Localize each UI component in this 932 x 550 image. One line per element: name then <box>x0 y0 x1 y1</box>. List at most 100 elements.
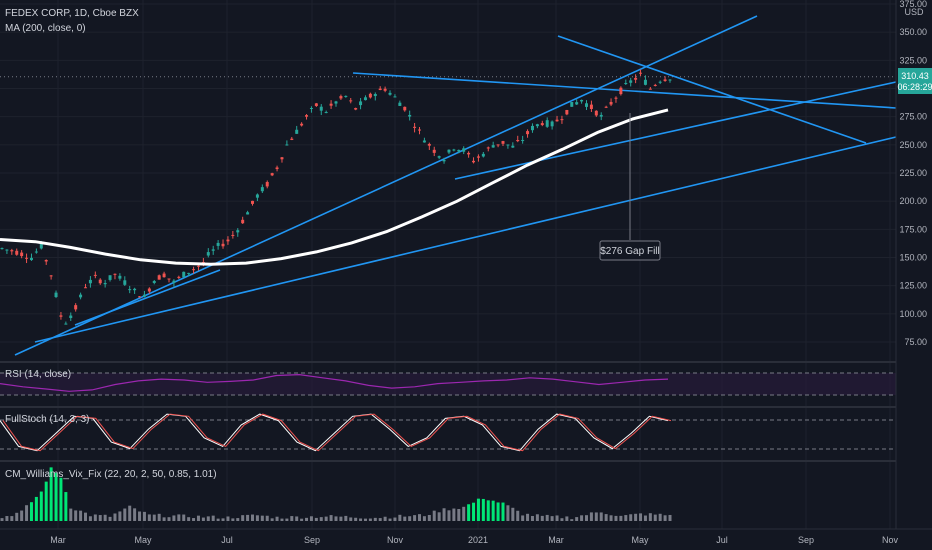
vix-bar <box>231 518 235 521</box>
vix-bar <box>476 498 480 521</box>
candle-body <box>29 257 33 261</box>
time-scale[interactable] <box>0 529 932 550</box>
candle-body <box>74 305 78 310</box>
candle-body <box>614 97 618 99</box>
time-label: Jul <box>221 535 233 545</box>
vix-bar <box>462 506 466 521</box>
candle-body <box>319 106 323 111</box>
candle-body <box>93 274 97 276</box>
candle-body <box>506 144 510 146</box>
rsi-title[interactable]: RSI (14, close) <box>5 369 72 380</box>
vix-bar <box>491 500 495 521</box>
candle-body <box>418 129 421 131</box>
vix-bar <box>634 513 638 521</box>
symbol-title[interactable]: FEDEX CORP, 1D, Cboe BZX <box>5 8 139 19</box>
candle-body <box>589 104 593 109</box>
candle-body <box>422 140 426 143</box>
vix-bar <box>427 514 431 521</box>
candle-body <box>349 100 353 102</box>
candle-body <box>437 156 441 158</box>
vix-bar <box>452 508 456 521</box>
candle-body <box>585 103 588 107</box>
candle-body <box>172 280 176 283</box>
candle-body <box>526 131 530 135</box>
candle-body <box>280 157 284 160</box>
stoch-title[interactable]: FullStoch (14, 3, 3) <box>5 414 90 425</box>
candle-body <box>373 94 377 97</box>
vix-bar <box>29 502 33 521</box>
vix-bar <box>413 515 417 521</box>
candle-body <box>550 121 554 127</box>
price-tick-label: 225.00 <box>899 168 927 178</box>
time-label: 2021 <box>468 535 488 545</box>
last-price-tag: 310.43 06:28:29 <box>897 68 932 94</box>
vix-bar <box>211 515 215 521</box>
ma-200-line <box>0 108 669 266</box>
candle-body <box>575 102 579 105</box>
trendlines <box>14 15 897 356</box>
candle-body <box>206 252 210 256</box>
candle-body <box>167 278 171 280</box>
trendline <box>14 15 758 356</box>
candle-body <box>476 156 480 158</box>
candle-body <box>467 152 471 155</box>
vix-bar <box>535 514 539 521</box>
vix-bar <box>629 514 633 521</box>
vix-bar <box>432 510 436 521</box>
vix-bar <box>614 515 618 521</box>
vix-bar <box>580 515 584 521</box>
candle-body <box>118 275 122 279</box>
candle-body <box>388 92 392 95</box>
vix-title[interactable]: CM_Williams_Vix_Fix (22, 20, 2, 50, 0.85… <box>5 469 217 480</box>
candle-body <box>216 242 220 246</box>
vix-bar <box>457 508 461 521</box>
gap-fill-label: $276 Gap Fill <box>600 246 659 257</box>
vix-bar <box>393 517 397 521</box>
candle-body <box>236 230 240 233</box>
vix-bar <box>609 515 613 521</box>
vix-bar <box>486 500 490 521</box>
candle-body <box>275 167 279 170</box>
vix-bar <box>177 514 181 521</box>
vix-bar <box>187 517 191 521</box>
price-tick-label: 75.00 <box>904 337 927 347</box>
vix-bar <box>59 477 63 521</box>
vix-bar <box>309 516 313 521</box>
candle-body <box>329 103 333 106</box>
candle-body <box>570 102 574 107</box>
candle-body <box>255 194 259 198</box>
candle-body <box>241 219 245 224</box>
vix-bar <box>206 516 210 521</box>
candle-body <box>196 265 200 267</box>
vix-bar <box>447 510 451 521</box>
candle-body <box>481 153 485 157</box>
candle-body <box>535 124 539 127</box>
candle-body <box>98 279 102 284</box>
candle-body <box>580 99 584 102</box>
candle-body <box>0 248 4 250</box>
candle-body <box>496 144 500 146</box>
vix-bar <box>192 518 196 521</box>
ma-legend[interactable]: MA (200, close, 0) <box>5 23 86 34</box>
vix-bar <box>437 512 441 521</box>
candle-body <box>324 112 328 114</box>
candle-body <box>368 93 372 98</box>
vix-bar <box>157 513 161 521</box>
candle-body <box>128 289 132 291</box>
rsi-line <box>0 373 669 392</box>
time-label: Sep <box>304 535 320 545</box>
time-label: May <box>631 535 649 545</box>
candle-body <box>15 250 19 255</box>
vix-bar <box>10 516 14 521</box>
time-label: Nov <box>387 535 404 545</box>
candle-body <box>624 82 628 85</box>
vix-bar <box>5 516 9 521</box>
vix-bar <box>118 511 122 521</box>
candle-body <box>560 119 564 121</box>
candle-body <box>658 81 662 83</box>
candle-body <box>457 149 461 152</box>
vix-bar <box>339 516 343 521</box>
vix-bar <box>378 518 382 521</box>
vix-bar <box>93 514 97 521</box>
